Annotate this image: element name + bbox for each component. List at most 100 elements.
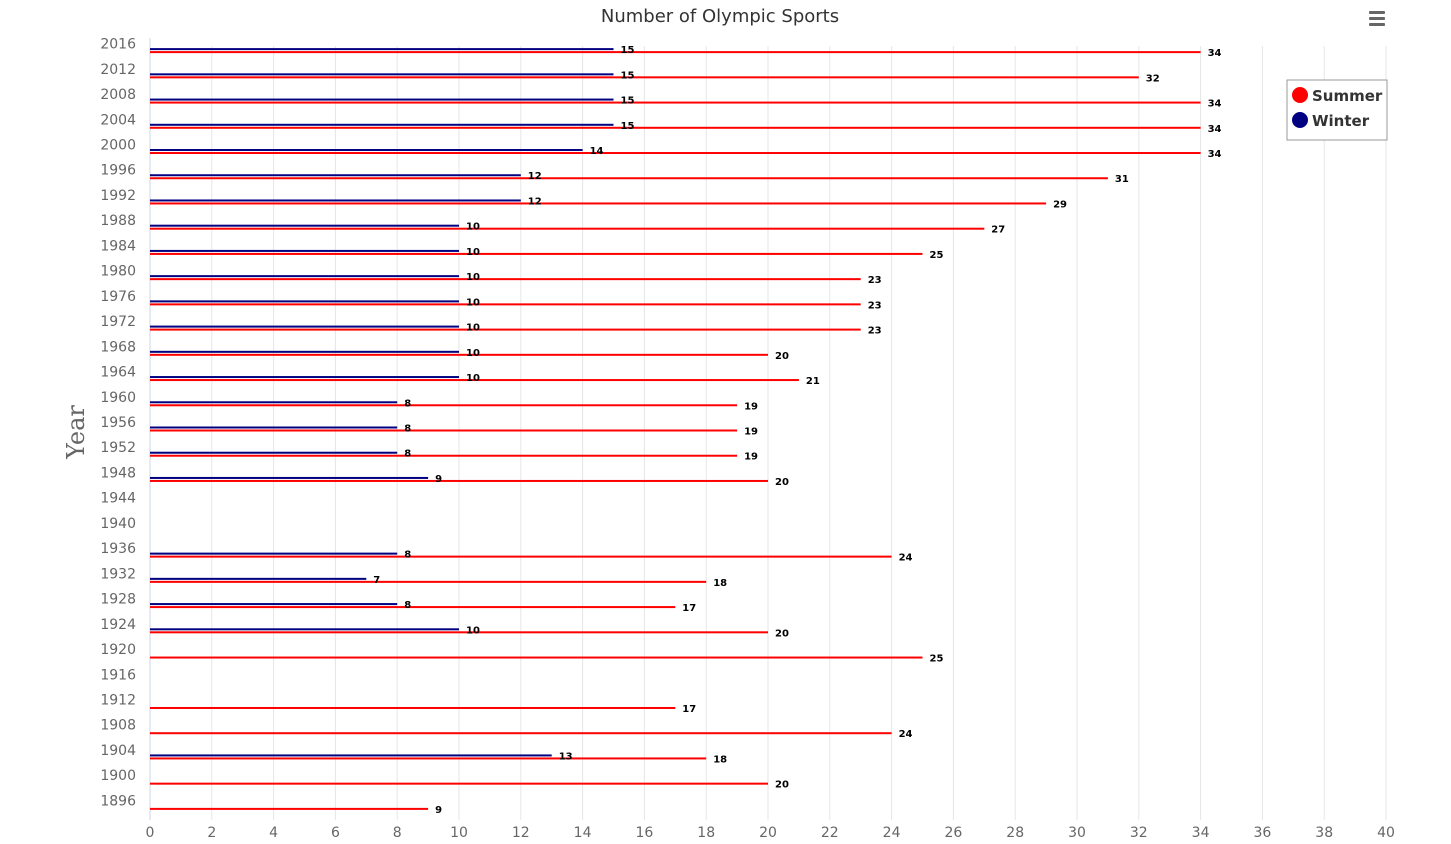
y-tick-label: 1976 (100, 289, 136, 305)
bar-winter[interactable] (150, 73, 614, 76)
x-axis-ticks: 0 2 4 6 8 10 12 14 16 18 20 22 24 26 28 30 32 34 36 38 40 (146, 825, 1395, 841)
bar-winter[interactable] (150, 577, 367, 580)
x-tick-label: 10 (450, 825, 468, 841)
x-tick-label: 28 (1006, 825, 1024, 841)
bar-winter[interactable] (150, 325, 459, 328)
bar-winter[interactable] (150, 199, 521, 202)
bar-summer[interactable] (150, 202, 1047, 205)
bar-summer[interactable] (150, 126, 1201, 129)
y-tick-label: 1920 (100, 642, 136, 658)
bar-winter[interactable] (150, 149, 583, 152)
data-label-summer: 34 (1208, 149, 1222, 160)
y-tick-label: 1972 (100, 314, 136, 330)
data-label-summer: 31 (1115, 174, 1129, 185)
x-tick-label: 40 (1377, 825, 1395, 841)
bar-winter[interactable] (150, 476, 429, 479)
bar-summer[interactable] (150, 706, 676, 709)
data-label-winter: 15 (621, 96, 635, 107)
bar-summer[interactable] (150, 479, 768, 482)
bar-winter[interactable] (150, 98, 614, 101)
data-label-summer: 29 (1053, 199, 1067, 210)
data-label-winter: 7 (373, 575, 380, 586)
data-label-winter: 14 (590, 146, 604, 157)
x-tick-label: 20 (759, 825, 777, 841)
bar-winter[interactable] (150, 249, 459, 252)
y-tick-label: 1928 (100, 592, 136, 608)
bar-winter[interactable] (150, 174, 521, 177)
bar-summer[interactable] (150, 732, 892, 735)
y-tick-label: 1916 (100, 667, 136, 683)
bar-summer[interactable] (150, 807, 429, 810)
bar-winter[interactable] (150, 300, 459, 303)
bar-winter[interactable] (150, 224, 459, 227)
data-label-winter: 10 (466, 323, 480, 334)
bar-winter[interactable] (150, 603, 398, 606)
bar-summer[interactable] (150, 328, 861, 331)
bar-summer[interactable] (150, 555, 892, 558)
bar-winter[interactable] (150, 275, 459, 278)
y-tick-label: 1964 (100, 365, 136, 381)
data-label-summer: 17 (682, 603, 696, 614)
data-label-summer: 24 (899, 553, 913, 564)
data-label-winter: 10 (466, 272, 480, 283)
bar-winter[interactable] (150, 48, 614, 51)
y-tick-label: 1940 (100, 516, 136, 532)
bar-summer[interactable] (150, 177, 1108, 180)
y-tick-label: 1948 (100, 465, 136, 481)
y-tick-label: 1944 (100, 491, 136, 507)
bar-summer[interactable] (150, 606, 676, 609)
y-tick-label: 1988 (100, 213, 136, 229)
data-label-summer: 25 (930, 250, 944, 261)
bar-summer[interactable] (150, 404, 738, 407)
bar-summer[interactable] (150, 580, 707, 583)
legend-item-summer[interactable]: Summer (1312, 87, 1383, 105)
data-label-winter: 15 (621, 121, 635, 132)
x-tick-label: 14 (574, 825, 592, 841)
x-tick-label: 34 (1192, 825, 1210, 841)
chart-title: Number of Olympic Sports (601, 6, 839, 27)
bar-winter[interactable] (150, 552, 398, 555)
y-tick-label: 1980 (100, 264, 136, 280)
bar-summer[interactable] (150, 152, 1201, 155)
bars (150, 48, 1201, 810)
bar-winter[interactable] (150, 401, 398, 404)
legend-marker-winter (1292, 112, 1308, 128)
bar-summer[interactable] (150, 429, 738, 432)
bar-winter[interactable] (150, 426, 398, 429)
bar-summer[interactable] (150, 631, 768, 634)
bar-winter[interactable] (150, 123, 614, 126)
bar-winter[interactable] (150, 350, 459, 353)
bar-summer[interactable] (150, 76, 1139, 79)
y-tick-label: 1932 (100, 566, 136, 582)
data-label-summer: 20 (775, 477, 789, 488)
chart-menu-button[interactable] (1364, 8, 1390, 30)
data-label-winter: 12 (528, 196, 542, 207)
data-label-winter: 8 (404, 449, 411, 460)
bar-summer[interactable] (150, 353, 768, 356)
bar-summer[interactable] (150, 454, 738, 457)
y-tick-label: 1984 (100, 238, 136, 254)
bar-summer[interactable] (150, 757, 707, 760)
data-label-summer: 19 (744, 401, 758, 412)
bar-summer[interactable] (150, 782, 768, 785)
bar-summer[interactable] (150, 252, 923, 255)
legend[interactable]: Summer Winter (1286, 79, 1388, 141)
bar-winter[interactable] (150, 451, 398, 454)
bar-summer[interactable] (150, 303, 861, 306)
bar-winter[interactable] (150, 754, 552, 757)
bar-summer[interactable] (150, 656, 923, 659)
y-tick-label: 1912 (100, 692, 136, 708)
bar-summer[interactable] (150, 379, 799, 382)
data-label-winter: 8 (404, 550, 411, 561)
bar-winter[interactable] (150, 628, 459, 631)
data-label-winter: 13 (559, 751, 573, 762)
bar-summer[interactable] (150, 101, 1201, 104)
bar-winter[interactable] (150, 376, 459, 379)
bar-summer[interactable] (150, 278, 861, 281)
data-label-winter: 10 (466, 297, 480, 308)
data-label-summer: 24 (899, 729, 913, 740)
bar-summer[interactable] (150, 227, 985, 230)
bar-summer[interactable] (150, 51, 1201, 54)
y-axis-ticks: 2016 2012 2008 2004 2000 1996 1992 1988 1984 1980… (100, 37, 136, 810)
legend-item-winter[interactable]: Winter (1312, 112, 1370, 130)
